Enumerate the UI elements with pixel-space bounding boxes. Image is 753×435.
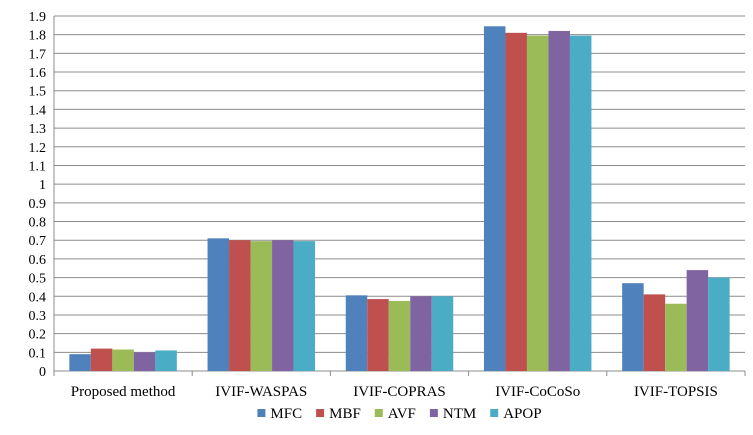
x-category-label: IVIF-COPRAS — [353, 384, 446, 400]
y-tick-label: 1.9 — [29, 10, 47, 25]
legend-swatch-apop — [490, 409, 499, 417]
bar-ntm-1 — [272, 240, 294, 371]
y-tick-label: 0.4 — [29, 290, 47, 305]
y-tick-label: 0.2 — [29, 328, 47, 343]
legend-label: MBF — [329, 406, 361, 422]
bar-mbf-2 — [367, 299, 389, 371]
bar-apop-2 — [431, 296, 454, 371]
legend-label: MFC — [270, 406, 302, 422]
y-tick-label: 0.3 — [29, 309, 47, 324]
y-tick-label: 0 — [39, 365, 46, 380]
x-category-label: IVIF-CoCoSo — [495, 384, 580, 400]
y-tick-label: 1.5 — [29, 85, 47, 100]
bar-mbf-0 — [90, 348, 113, 371]
legend-label: NTM — [443, 406, 476, 422]
bar-avf-3 — [526, 35, 549, 372]
y-tick-label: 1.8 — [29, 29, 47, 44]
bar-ntm-2 — [410, 296, 432, 371]
bar-ntm-4 — [686, 270, 709, 371]
y-tick-label: 1.1 — [29, 159, 47, 174]
bar-mfc-2 — [345, 295, 368, 371]
x-category-label: IVIF-TOPSIS — [634, 384, 718, 400]
bar-mfc-3 — [483, 26, 506, 372]
bars — [69, 26, 730, 372]
legend-swatch-avf — [374, 409, 383, 417]
bar-ntm-0 — [133, 352, 156, 371]
y-tick-label: 0.5 — [29, 272, 47, 287]
bar-apop-3 — [569, 35, 592, 372]
bar-mbf-3 — [505, 32, 527, 371]
legend-swatch-ntm — [429, 409, 438, 417]
y-tick-label: 0.8 — [29, 216, 47, 231]
bar-mbf-1 — [229, 240, 251, 371]
y-tick-label: 1.6 — [29, 66, 47, 81]
x-category-labels: Proposed method IVIF-WASPAS IVIF-COPRAS IVI… — [71, 384, 718, 400]
y-tick-label: 1.2 — [29, 141, 47, 156]
bar-mfc-4 — [622, 283, 644, 371]
legend-label: AVF — [388, 406, 416, 422]
y-tick-label: 0.9 — [29, 197, 47, 212]
bar-apop-0 — [155, 350, 177, 371]
bar-avf-0 — [112, 349, 134, 371]
y-tick-label: 0.1 — [29, 346, 47, 361]
bar-apop-4 — [708, 277, 730, 371]
y-tick-label: 1.7 — [29, 47, 47, 62]
bar-ntm-3 — [548, 30, 570, 371]
bar-apop-1 — [293, 241, 316, 371]
legend-label: APOP — [503, 406, 541, 422]
bar-mfc-1 — [207, 238, 230, 371]
y-tick-label: 1.3 — [29, 122, 47, 137]
y-tick-label: 0.7 — [29, 234, 47, 249]
legend: MFC MBF AVF NTM APOP — [257, 406, 542, 422]
gridlines — [54, 15, 745, 372]
y-tick-labels: 0 0.1 0.2 0.3 0.4 0.5 0.6 0.7 0.8 0.9 1 1.1 1.2 1.3 1.… — [29, 10, 47, 380]
y-tick-label: 1 — [39, 178, 46, 193]
legend-swatch-mbf — [316, 409, 325, 417]
y-tick-label: 1.4 — [29, 103, 47, 118]
x-category-label: IVIF-WASPAS — [215, 384, 307, 400]
bar-mbf-4 — [643, 294, 666, 371]
legend-swatch-mfc — [257, 409, 266, 417]
bar-avf-2 — [388, 300, 411, 371]
bar-mfc-0 — [69, 354, 91, 371]
y-tick-label: 0.6 — [29, 253, 47, 268]
bar-avf-4 — [665, 303, 687, 371]
x-category-label: Proposed method — [71, 384, 176, 400]
bar-avf-1 — [250, 241, 273, 371]
